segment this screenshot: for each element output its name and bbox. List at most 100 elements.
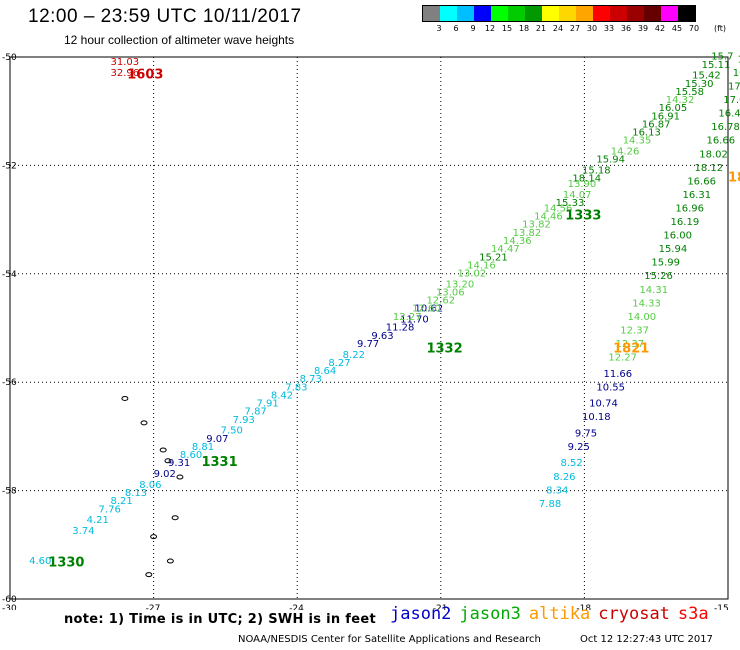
wave-height-label: 14.00 bbox=[627, 312, 656, 323]
colorbar-label: 42 bbox=[654, 24, 666, 33]
colorbar-swatch bbox=[644, 6, 661, 21]
wave-height-label: 7.87 bbox=[245, 407, 267, 418]
wave-height-label: 9.77 bbox=[357, 339, 379, 350]
colorbar-label: 24 bbox=[552, 24, 564, 33]
wave-height-label: 14.26 bbox=[611, 147, 640, 158]
wave-height-label: 31.03 bbox=[111, 57, 140, 68]
wave-height-label: 13.90 bbox=[568, 179, 597, 190]
colorbar-label: 70 bbox=[688, 24, 700, 33]
colorbar-label: 21 bbox=[535, 24, 547, 33]
colorbar-label: 18 bbox=[518, 24, 530, 33]
wave-height-label: 13.06 bbox=[436, 287, 465, 298]
island-outline bbox=[171, 515, 179, 521]
wave-height-label: 8.64 bbox=[314, 366, 336, 377]
colorbar-swatch bbox=[525, 6, 542, 21]
wave-height-label: 12.27 bbox=[393, 312, 422, 323]
wave-height-label: 7.91 bbox=[257, 399, 279, 410]
legend-item-cryosat: cryosat bbox=[598, 604, 670, 624]
wave-height-label: 14.33 bbox=[632, 298, 661, 309]
track-id-label: 1331 bbox=[201, 455, 237, 470]
wave-height-label: 16.13 bbox=[632, 128, 661, 139]
colorbar-label: 12 bbox=[484, 24, 496, 33]
wave-height-label: 10.62 bbox=[414, 304, 443, 315]
wave-height-label: 13.82 bbox=[522, 220, 551, 231]
lat-tick-label: -58 bbox=[2, 487, 17, 497]
colorbar-label: (ft) bbox=[713, 24, 727, 33]
colorbar-swatch bbox=[423, 6, 440, 21]
wave-height-label: 17.08 bbox=[723, 95, 740, 106]
wave-height-label: 9.02 bbox=[154, 469, 176, 480]
colorbar-swatch bbox=[610, 6, 627, 21]
wave-height-label: 8.52 bbox=[560, 458, 582, 469]
wave-height-label: 13.82 bbox=[513, 228, 542, 239]
track-id-label: 182 bbox=[728, 171, 740, 186]
wave-height-label: 12.60 bbox=[412, 304, 441, 315]
island-outline bbox=[176, 474, 184, 480]
wave-height-label: 14.47 bbox=[491, 244, 520, 255]
colorbar-swatch bbox=[593, 6, 610, 21]
colorbar-swatch bbox=[542, 6, 559, 21]
colorbar-label: 45 bbox=[671, 24, 683, 33]
wave-height-label: 11.70 bbox=[400, 315, 429, 326]
colorbar-swatch bbox=[678, 6, 695, 21]
lat-tick-label: -54 bbox=[2, 270, 17, 280]
legend-item-altika: altika bbox=[528, 604, 591, 624]
wave-height-label: 15.33 bbox=[556, 198, 585, 209]
wave-height-label: 10.55 bbox=[596, 382, 625, 393]
track-id-label: 1821 bbox=[613, 341, 649, 356]
wave-height-label: 15.42 bbox=[692, 71, 721, 82]
track-id-label: 1603 bbox=[127, 68, 163, 83]
wave-height-label: 7.93 bbox=[233, 415, 255, 426]
lon-tick-label: -30 bbox=[2, 604, 17, 610]
colorbar-swatch bbox=[508, 6, 525, 21]
wave-height-label: 8.06 bbox=[139, 480, 161, 491]
wave-height-label: 9.75 bbox=[575, 428, 597, 439]
wave-height-label: 3.74 bbox=[72, 526, 94, 537]
wave-height-label: 15.26 bbox=[644, 271, 673, 282]
wave-height-label: 8.13 bbox=[125, 488, 147, 499]
track-id-label: 1330 bbox=[48, 555, 84, 570]
wave-height-label: 15.7 bbox=[711, 52, 733, 63]
track-id-label: 1332 bbox=[426, 341, 462, 356]
colorbar-label: 33 bbox=[603, 24, 615, 33]
lon-tick-label: -18 bbox=[576, 604, 591, 610]
track-id-label: 1333 bbox=[565, 209, 601, 224]
lat-tick-label: -50 bbox=[2, 53, 17, 63]
wave-height-label: 8.26 bbox=[553, 472, 575, 483]
wave-height-label: 10.74 bbox=[589, 399, 618, 410]
wave-height-label: 9.25 bbox=[568, 442, 590, 453]
lon-tick-label: -24 bbox=[289, 604, 304, 610]
island-outline bbox=[164, 458, 172, 464]
wave-height-label: 11.28 bbox=[386, 323, 415, 334]
wave-height-label: 16.19 bbox=[671, 217, 700, 228]
wave-height-label: 16.33 bbox=[733, 68, 740, 79]
satellite-legend: jason2 jason3 altika cryosat s3a bbox=[390, 604, 717, 624]
legend-item-jason2: jason2 bbox=[390, 604, 452, 624]
wave-height-label: 15.58 bbox=[675, 87, 704, 98]
wave-height-label: 14.46 bbox=[534, 212, 563, 223]
legend-item-s3a: s3a bbox=[677, 604, 709, 624]
wave-height-label: 15.94 bbox=[659, 244, 688, 255]
wave-height-label: 11.66 bbox=[604, 369, 633, 380]
wave-height-label: 15.30 bbox=[685, 79, 714, 90]
wave-height-label: 7.88 bbox=[539, 499, 561, 510]
wave-height-label: 13.20 bbox=[446, 279, 475, 290]
wave-height-label: 16.66 bbox=[706, 136, 735, 147]
footnote: note: 1) Time is in UTC; 2) SWH is in fe… bbox=[64, 612, 376, 627]
lat-tick-label: -52 bbox=[2, 161, 17, 171]
island-outline bbox=[166, 558, 174, 564]
lat-tick-label: -60 bbox=[2, 595, 17, 605]
credit-line: NOAA/NESDIS Center for Satellite Applica… bbox=[238, 634, 541, 645]
wave-height-label: 16.96 bbox=[675, 203, 704, 214]
wave-height-label: 8.22 bbox=[343, 350, 365, 361]
wave-height-label: 16.00 bbox=[663, 231, 692, 242]
wave-height-label: 15.99 bbox=[651, 258, 680, 269]
wave-height-label: 7.50 bbox=[221, 426, 243, 437]
wave-height-label: 12.27 bbox=[608, 353, 637, 364]
wave-height-label: 18.02 bbox=[699, 149, 728, 160]
wave-height-label: 12.37 bbox=[616, 339, 645, 350]
wave-height-label: 18.12 bbox=[694, 163, 723, 174]
map-subtitle: 12 hour collection of altimeter wave hei… bbox=[64, 33, 295, 47]
colorbar-swatch bbox=[474, 6, 491, 21]
colorbar-swatch bbox=[661, 6, 678, 21]
